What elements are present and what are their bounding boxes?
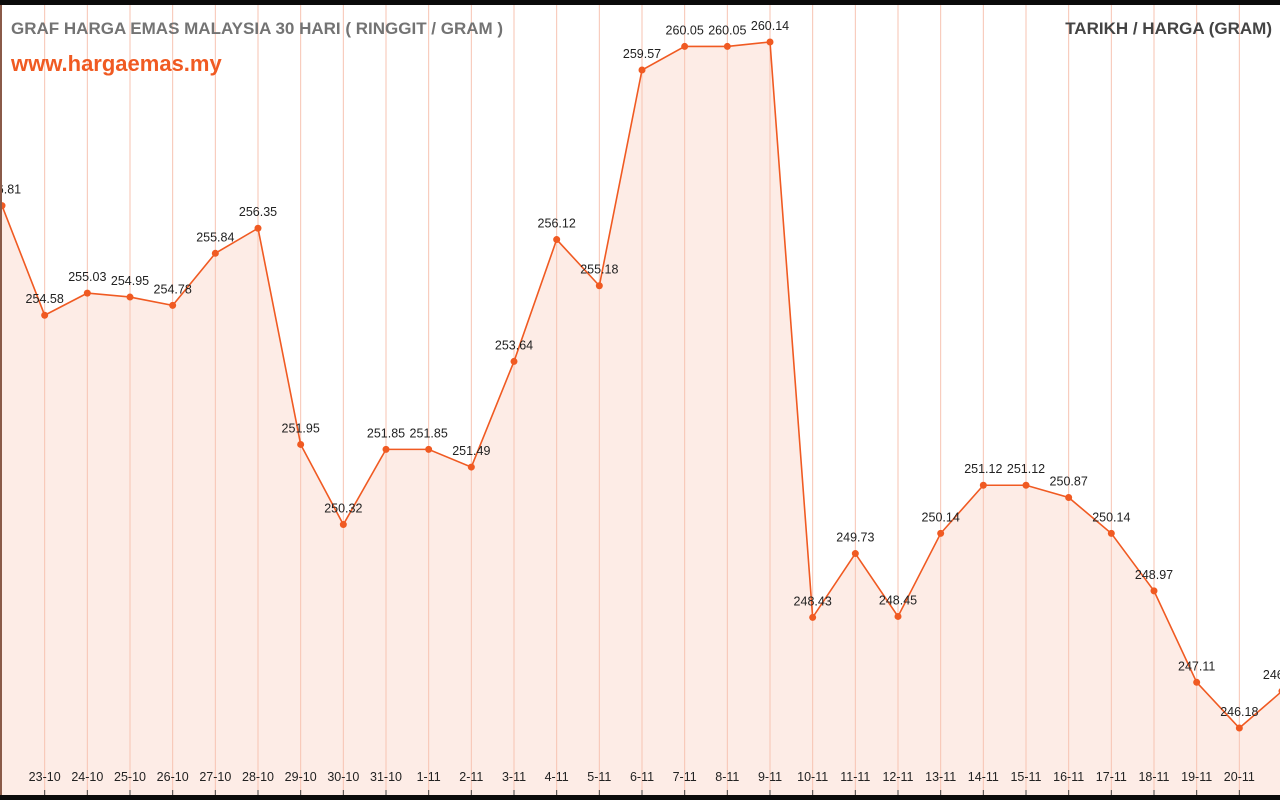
- data-label: 251.85: [367, 426, 405, 440]
- x-tick-label: 27-10: [199, 770, 231, 784]
- x-tick-label: 3-11: [502, 770, 526, 784]
- data-label: 250.32: [324, 502, 362, 516]
- data-label: 248.43: [794, 594, 832, 608]
- data-point: [297, 440, 305, 448]
- x-tick-label: 9-11: [758, 770, 782, 784]
- area-fill: [2, 42, 1280, 795]
- data-point: [553, 236, 561, 244]
- x-tick-label: 29-10: [285, 770, 317, 784]
- data-point: [681, 42, 689, 50]
- x-tick-label: 17-11: [1096, 770, 1127, 784]
- data-point: [1022, 481, 1030, 489]
- data-point: [467, 463, 475, 471]
- data-label: 260.05: [708, 23, 746, 37]
- data-point: [83, 289, 91, 297]
- x-tick-label: 2-11: [459, 770, 483, 784]
- x-tick-label: 28-10: [242, 770, 274, 784]
- data-point: [937, 529, 945, 537]
- x-tick-label: 23-10: [29, 770, 61, 784]
- x-tick-label: 4-11: [545, 770, 569, 784]
- data-label: 251.85: [410, 426, 448, 440]
- data-label: 250.14: [922, 510, 960, 524]
- data-point: [638, 66, 646, 74]
- data-point: [254, 224, 262, 232]
- legend-label: TARIKH / HARGA (GRAM): [1065, 19, 1272, 38]
- chart-title: GRAF HARGA EMAS MALAYSIA 30 HARI ( RINGG…: [11, 19, 504, 38]
- data-point: [510, 357, 518, 365]
- data-label: 251.49: [452, 444, 490, 458]
- data-point: [211, 249, 219, 257]
- data-point: [2, 202, 6, 210]
- x-tick-label: 26-10: [157, 770, 189, 784]
- data-point: [766, 38, 774, 46]
- data-label: 254.78: [154, 282, 192, 296]
- data-label: 248.45: [879, 593, 917, 607]
- data-label: 260.05: [666, 23, 704, 37]
- data-label: 250.14: [1092, 510, 1130, 524]
- site-link[interactable]: www.hargaemas.my: [11, 51, 222, 76]
- data-point: [979, 481, 987, 489]
- x-tick-label: 13-11: [925, 770, 956, 784]
- x-tick-label: 20-11: [1224, 770, 1255, 784]
- x-tick-label: 11-11: [840, 770, 870, 784]
- data-label: 256.12: [538, 217, 576, 231]
- x-tick-label: 25-10: [114, 770, 146, 784]
- x-tick-label: 24-10: [71, 770, 103, 784]
- x-tick-label: 1-11: [417, 770, 441, 784]
- data-point: [169, 301, 177, 309]
- data-point: [126, 293, 134, 301]
- data-label: 255.18: [580, 263, 618, 277]
- data-label: 256.81: [2, 183, 21, 197]
- data-label: 251.95: [282, 421, 320, 435]
- x-tick-label: 6-11: [630, 770, 654, 784]
- data-label: 247.11: [1178, 659, 1215, 673]
- data-point: [1150, 587, 1158, 595]
- plot-area: 256.81 254.58 255.03 254.95 254.78 255.84 256.…: [0, 5, 1280, 795]
- data-point: [41, 311, 49, 319]
- data-point: [809, 613, 817, 621]
- data-label: 256.35: [239, 205, 277, 219]
- data-label: 251.12: [1007, 462, 1045, 476]
- x-tick-label: 19-11: [1181, 770, 1212, 784]
- data-point: [1065, 494, 1073, 502]
- data-point: [851, 550, 859, 558]
- data-label: 260.14: [751, 19, 789, 33]
- data-label: 255.84: [196, 230, 234, 244]
- price-chart: 256.81 254.58 255.03 254.95 254.78 255.84 256.…: [2, 5, 1280, 795]
- x-tick-label: 31-10: [370, 770, 402, 784]
- data-label: 246.18: [1220, 705, 1258, 719]
- data-label: 254.95: [111, 274, 149, 288]
- x-tick-label: 10-11: [797, 770, 828, 784]
- data-label: 259.57: [623, 47, 661, 61]
- data-label: 246.93: [1263, 668, 1280, 682]
- data-point: [425, 445, 433, 453]
- data-point: [1235, 724, 1243, 732]
- data-label: 249.73: [836, 531, 874, 545]
- data-label: 254.58: [26, 292, 64, 306]
- data-label: 251.12: [964, 462, 1002, 476]
- data-point: [382, 445, 390, 453]
- data-label: 248.97: [1135, 568, 1173, 582]
- data-point: [1193, 678, 1201, 686]
- x-tick-label: 18-11: [1138, 770, 1169, 784]
- x-tick-label: 14-11: [968, 770, 999, 784]
- x-tick-label: 16-11: [1053, 770, 1084, 784]
- data-label: 255.03: [68, 270, 106, 284]
- x-tick-label: 7-11: [673, 770, 697, 784]
- data-point: [723, 42, 731, 50]
- x-tick-label: 5-11: [587, 770, 611, 784]
- data-label: 253.64: [495, 338, 533, 352]
- data-point: [339, 521, 347, 529]
- data-label: 250.87: [1050, 475, 1088, 489]
- data-point: [595, 282, 603, 290]
- x-tick-label: 30-10: [327, 770, 359, 784]
- data-point: [894, 612, 902, 620]
- x-tick-label: 8-11: [715, 770, 739, 784]
- x-tick-label: 12-11: [882, 770, 913, 784]
- x-tick-label: 15-11: [1010, 770, 1041, 784]
- data-point: [1107, 529, 1115, 537]
